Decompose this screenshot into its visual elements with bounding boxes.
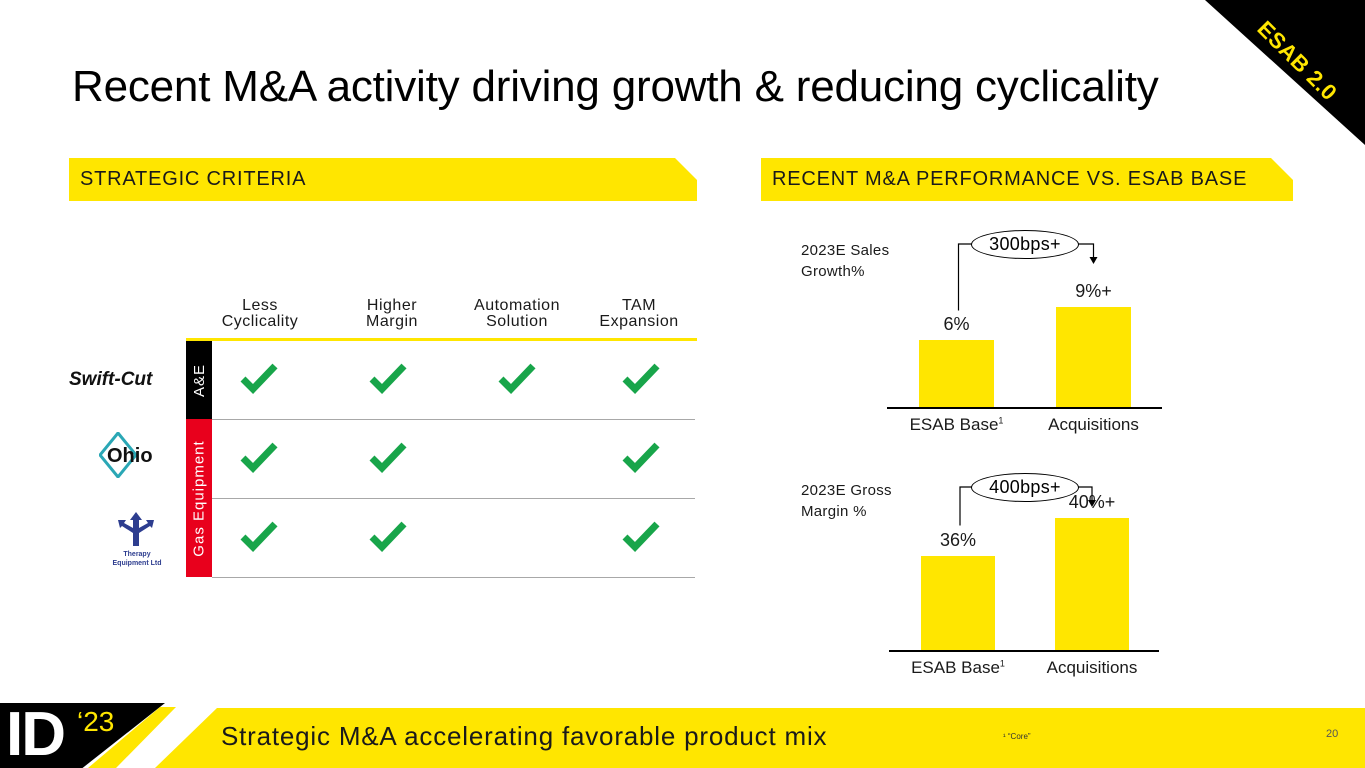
check-icon — [369, 362, 407, 395]
bar-acquisitions — [1055, 517, 1129, 650]
chart-x-axis — [889, 650, 1159, 652]
chart-sales-growth-title: 2023E Sales Growth% — [801, 242, 890, 280]
footnote-marker: 1 — [998, 415, 1004, 426]
therapy-equipment-logo: Therapy Equipment Ltd — [104, 510, 170, 577]
page-number: 20 — [1326, 728, 1339, 740]
callout-pill: 400bps+ — [971, 473, 1079, 502]
column-header-tam-expansion: TAM Expansion — [599, 297, 679, 330]
event-logo-id: ID — [6, 700, 66, 768]
ohio-logo-text: Ohio — [107, 445, 153, 467]
bar-esab-base — [921, 555, 995, 650]
swift-cut-logo-text: Swift-Cut — [69, 369, 153, 390]
check-icon — [622, 441, 660, 474]
banner-strategic-criteria: STRATEGIC CRITERIA — [69, 158, 697, 201]
bar-value-label: 9%+ — [1075, 281, 1112, 302]
category-label: ESAB Base1 — [911, 658, 1005, 677]
check-icon — [622, 362, 660, 395]
footnote-marker: 1 — [999, 658, 1005, 669]
chart-gross-margin-title: 2023E Gross Margin % — [801, 482, 892, 520]
event-logo-year: ‘23 — [77, 706, 115, 737]
check-icon — [498, 362, 536, 395]
bar-value-label: 6% — [943, 314, 970, 335]
table-row-divider — [212, 419, 695, 420]
footnote: ¹ “Core” — [1003, 732, 1031, 741]
callout-pill: 300bps+ — [971, 230, 1079, 259]
table-row-divider — [212, 498, 695, 499]
swift-cut-logo: Swift-Cut — [68, 364, 168, 397]
footer-message: Strategic M&A accelerating favorable pro… — [221, 721, 828, 751]
check-icon — [622, 520, 660, 553]
table-header-rule — [186, 338, 697, 341]
column-header-higher-margin: Higher Margin — [366, 297, 418, 330]
check-icon — [369, 520, 407, 553]
check-icon — [240, 520, 278, 553]
check-icon — [240, 362, 278, 395]
therapy-logo-line2: Equipment Ltd — [113, 560, 162, 567]
footer-band — [155, 708, 1365, 768]
segment-label-ae: A&E — [186, 341, 212, 419]
category-label: ESAB Base1 — [909, 415, 1004, 434]
banner-ma-performance: RECENT M&A PERFORMANCE VS. ESAB BASE — [761, 158, 1293, 201]
check-icon — [240, 441, 278, 474]
ohio-logo: Ohio — [98, 430, 171, 483]
bar-acquisitions — [1056, 307, 1131, 407]
corner-badge: ESAB 2.0 — [1205, 0, 1365, 145]
check-icon — [369, 441, 407, 474]
table-row-divider — [212, 577, 695, 578]
column-header-less-cyclicality: Less Cyclicality — [221, 297, 299, 330]
bar-value-label: 36% — [939, 529, 977, 550]
column-header-automation-solution: Automation Solution — [474, 297, 560, 330]
segment-label-gas-equipment: Gas Equipment — [186, 419, 212, 577]
bar-esab-base — [919, 340, 994, 407]
category-label: Acquisitions — [1048, 415, 1139, 434]
therapy-logo-line1: Therapy — [123, 551, 150, 558]
page-title: Recent M&A activity driving growth & red… — [72, 62, 1159, 111]
category-label: Acquisitions — [1046, 658, 1138, 677]
chart-x-axis — [887, 407, 1162, 409]
